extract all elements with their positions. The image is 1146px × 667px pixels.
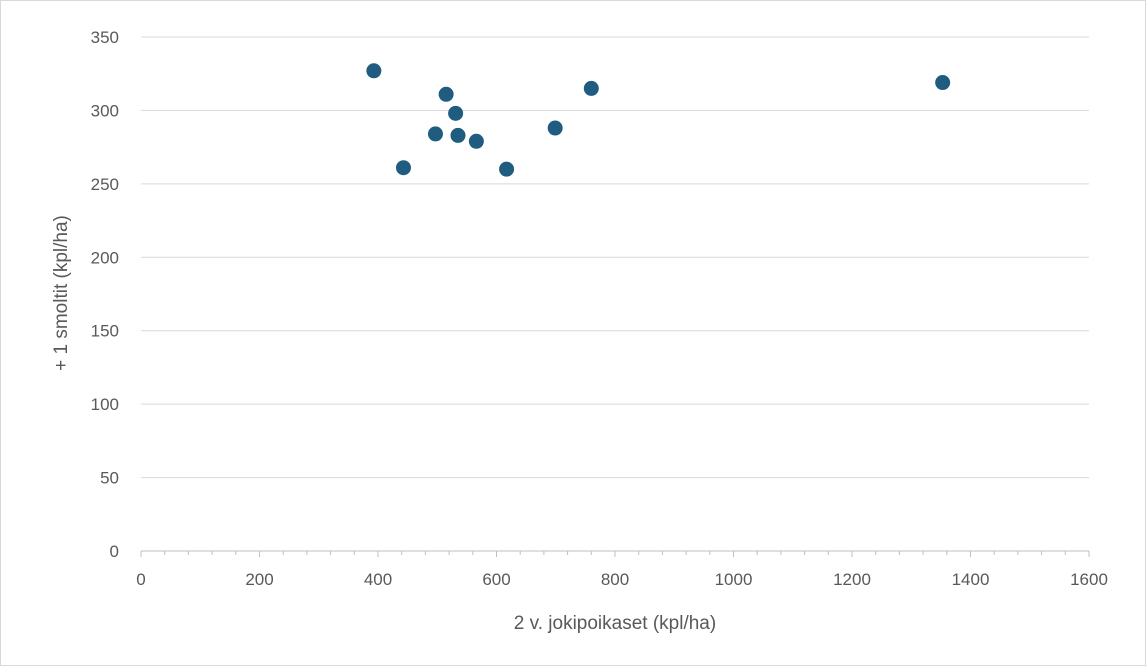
y-tick-label-150: 150 (91, 322, 119, 341)
data-point-0-0 (366, 63, 382, 79)
x-tick-label-600: 600 (482, 570, 510, 589)
y-tick-label-350: 350 (91, 28, 119, 47)
y-tick-label-300: 300 (91, 101, 119, 120)
x-tick-label-800: 800 (601, 570, 629, 589)
x-tick-label-1000: 1000 (715, 570, 753, 589)
data-point-0-1 (395, 160, 411, 176)
data-point-0-2 (427, 126, 443, 142)
data-point-0-3 (438, 86, 454, 102)
data-point-0-7 (499, 161, 515, 177)
gridlines (141, 36, 1089, 479)
x-tick-label-0: 0 (136, 570, 145, 589)
data-point-0-6 (468, 133, 484, 149)
data-points (366, 63, 951, 177)
data-point-0-4 (448, 105, 464, 121)
data-point-0-8 (547, 120, 563, 136)
x-tick-label-1600: 1600 (1070, 570, 1108, 589)
axes (140, 550, 1090, 557)
x-axis-title: 2 v. jokipoikaset (kpl/ha) (514, 613, 716, 634)
data-point-0-5 (450, 127, 466, 143)
y-tick-label-0: 0 (110, 542, 119, 561)
y-tick-label-200: 200 (91, 248, 119, 267)
x-tick-label-1400: 1400 (952, 570, 990, 589)
data-point-0-10 (935, 75, 951, 91)
y-tick-label-250: 250 (91, 175, 119, 194)
y-axis-title: + 1 smoltit (kpl/ha) (51, 215, 72, 371)
y-tick-label-50: 50 (100, 469, 119, 488)
x-tick-label-200: 200 (245, 570, 273, 589)
data-point-0-9 (583, 80, 599, 96)
x-tick-label-400: 400 (364, 570, 392, 589)
x-tick-label-1200: 1200 (833, 570, 871, 589)
y-tick-label-100: 100 (91, 395, 119, 414)
tick-labels: 0 200 400 600 800 1000 1200 1400 1600 0 50 100 150 20… (91, 28, 1108, 589)
